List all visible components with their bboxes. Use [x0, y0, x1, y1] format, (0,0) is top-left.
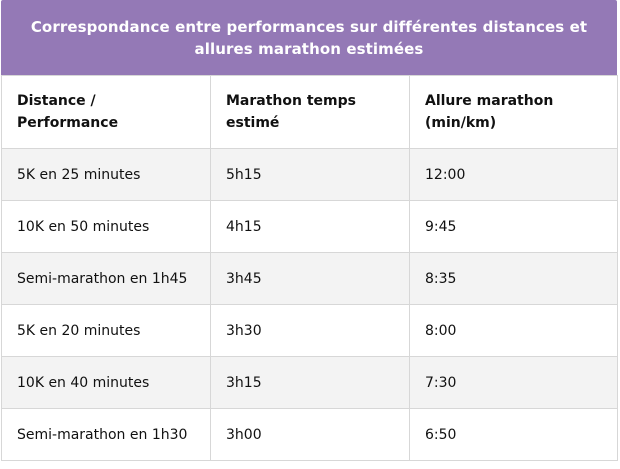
table-header-row: Distance / Performance Marathon temps es…	[1, 75, 618, 149]
cell-marathon-pace: 6:50	[409, 408, 618, 461]
table-row: Semi-marathon en 1h30 3h00 6:50	[1, 408, 618, 461]
cell-marathon-time: 3h45	[210, 252, 410, 305]
cell-marathon-pace: 9:45	[409, 200, 618, 253]
cell-marathon-pace: 8:35	[409, 252, 618, 305]
table-title-bar: Correspondance entre performances sur di…	[1, 0, 617, 75]
table-row: 5K en 20 minutes 3h30 8:00	[1, 304, 618, 357]
cell-distance: 10K en 40 minutes	[1, 356, 211, 409]
column-header-marathon-pace: Allure marathon (min/km)	[409, 75, 618, 149]
table-row: 10K en 40 minutes 3h15 7:30	[1, 356, 618, 409]
column-header-distance: Distance / Performance	[1, 75, 211, 149]
cell-marathon-time: 3h00	[210, 408, 410, 461]
cell-marathon-pace: 8:00	[409, 304, 618, 357]
cell-marathon-time: 3h30	[210, 304, 410, 357]
table-row: Semi-marathon en 1h45 3h45 8:35	[1, 252, 618, 305]
cell-distance: Semi-marathon en 1h30	[1, 408, 211, 461]
cell-distance: 5K en 20 minutes	[1, 304, 211, 357]
cell-distance: 5K en 25 minutes	[1, 148, 211, 201]
table-row: 10K en 50 minutes 4h15 9:45	[1, 200, 618, 253]
cell-marathon-time: 3h15	[210, 356, 410, 409]
cell-marathon-time: 5h15	[210, 148, 410, 201]
cell-marathon-pace: 7:30	[409, 356, 618, 409]
cell-distance: Semi-marathon en 1h45	[1, 252, 211, 305]
pace-table: Distance / Performance Marathon temps es…	[1, 75, 618, 461]
cell-marathon-time: 4h15	[210, 200, 410, 253]
table-title: Correspondance entre performances sur di…	[30, 17, 588, 58]
column-header-marathon-time: Marathon temps estimé	[210, 75, 410, 149]
cell-distance: 10K en 50 minutes	[1, 200, 211, 253]
table-row: 5K en 25 minutes 5h15 12:00	[1, 148, 618, 201]
cell-marathon-pace: 12:00	[409, 148, 618, 201]
